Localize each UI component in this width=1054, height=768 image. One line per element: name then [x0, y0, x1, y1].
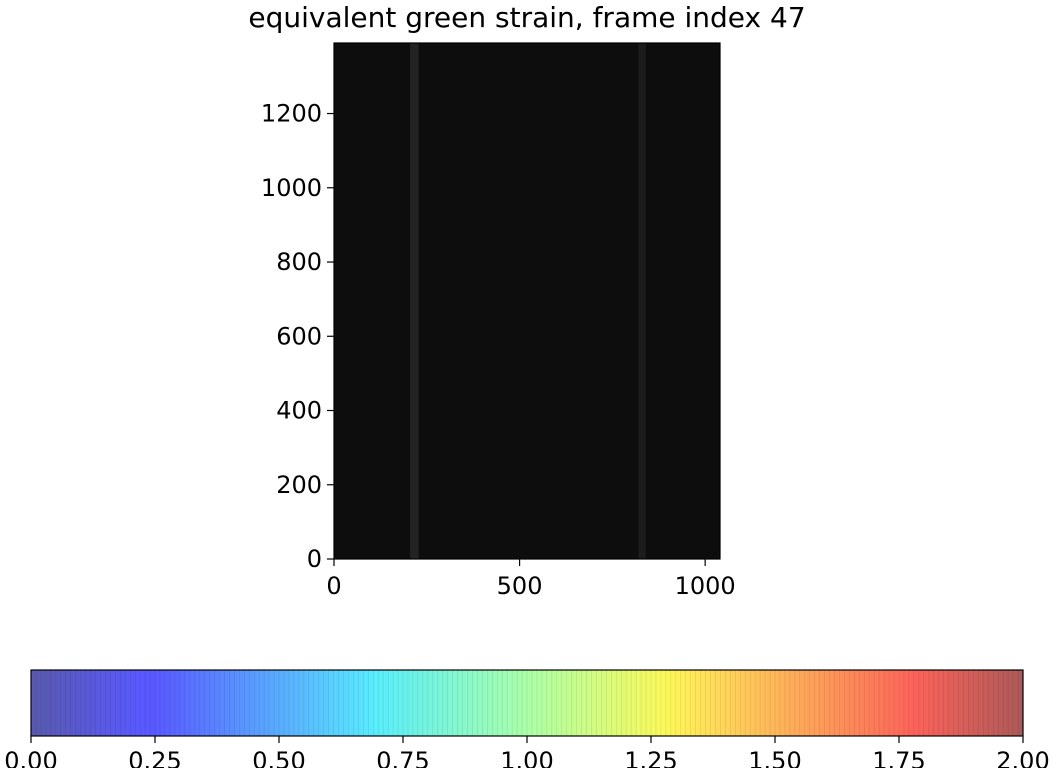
- colorbar-tick-label: 2.00: [996, 747, 1049, 768]
- image-plot-area: 0 500 1000 0 200 400 600 800 1000 1200: [261, 42, 736, 600]
- colorbar-tick-label: 0.50: [252, 747, 305, 768]
- y-tick-label: 200: [276, 471, 322, 499]
- colorbar-tick-label: 0.25: [128, 747, 181, 768]
- grip-band-right: [638, 43, 646, 559]
- x-tick-label: 0: [326, 572, 341, 600]
- colorbar-tick-label: 1.25: [624, 747, 677, 768]
- colorbar-ticks: 0.00 0.25 0.50 0.75 1.00 1.25 1.50 1.75 2.00: [4, 736, 1050, 768]
- colorbar-tick-label: 0.75: [376, 747, 429, 768]
- y-axis: 0 200 400 600 800 1000 1200: [261, 100, 334, 573]
- y-tick-label: 800: [276, 248, 322, 276]
- grip-band-left: [410, 43, 419, 559]
- colorbar-tick-label: 1.75: [872, 747, 925, 768]
- y-tick-label: 1000: [261, 174, 322, 202]
- colorbar-tick-label: 0.00: [4, 747, 57, 768]
- colorbar: 0.00 0.25 0.50 0.75 1.00 1.25 1.50 1.75 2.00: [4, 669, 1050, 768]
- background-image: [334, 43, 720, 559]
- y-tick-label: 600: [276, 322, 322, 350]
- x-tick-label: 1000: [675, 572, 736, 600]
- colorbar-tick-label: 1.00: [500, 747, 553, 768]
- plot-frame: [333, 42, 721, 560]
- x-axis: 0 500 1000: [326, 559, 736, 600]
- y-tick-label: 1200: [261, 100, 322, 128]
- colorbar-stripes: [35, 670, 1019, 736]
- x-tick-label: 500: [497, 572, 543, 600]
- y-tick-label: 0: [307, 545, 322, 573]
- colorbar-gradient: [31, 670, 1023, 736]
- chart-title: equivalent green strain, frame index 47: [248, 1, 805, 34]
- y-tick-label: 400: [276, 397, 322, 425]
- colorbar-tick-label: 1.50: [748, 747, 801, 768]
